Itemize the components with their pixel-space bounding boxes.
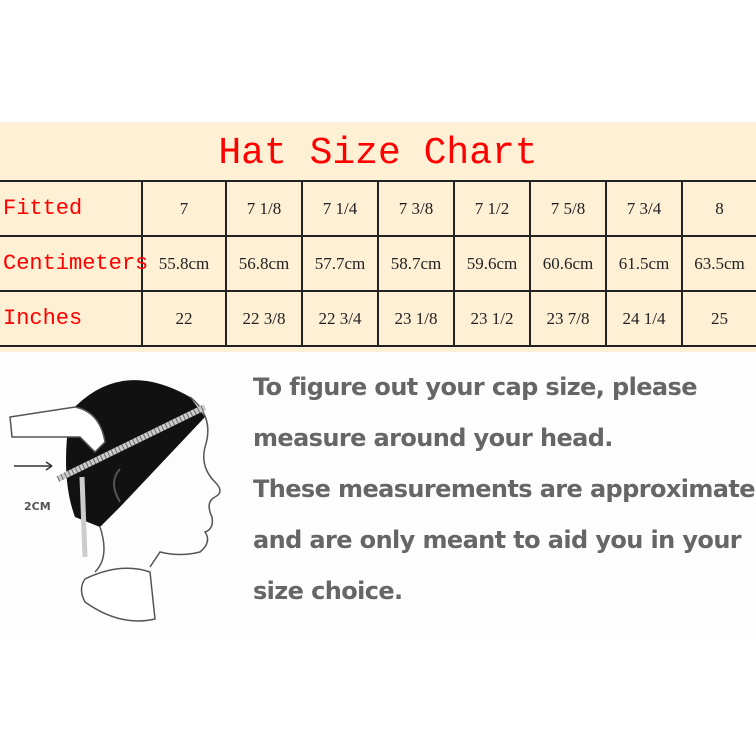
table-cell: 23 1/8: [377, 290, 455, 347]
table-cell: 55.8cm: [141, 235, 227, 292]
table-cell: 7 1/4: [301, 180, 379, 237]
table-row: Fitted 7 7 1/8 7 1/4 7 3/8 7 1/2 7 5/8 7 3/4 8: [0, 180, 756, 237]
table-row: Inches 22 22 3/8 22 3/4 23 1/8 23 1/2 23 7/8 24…: [0, 290, 756, 347]
table-cell: 22 3/8: [225, 290, 303, 347]
table-cell: 7 5/8: [529, 180, 607, 237]
instruction-line: size choice.: [253, 577, 403, 605]
table-cell: 23 1/2: [453, 290, 531, 347]
instruction-line: measure around your head.: [253, 424, 613, 452]
instructions-text: To figure out your cap size, please meas…: [253, 370, 756, 625]
table-cell: 61.5cm: [605, 235, 683, 292]
table-cell: 7 3/8: [377, 180, 455, 237]
size-table: Fitted 7 7 1/8 7 1/4 7 3/8 7 1/2 7 5/8 7 3/4 8 Ce…: [0, 180, 756, 347]
table-cell: 8: [681, 180, 756, 237]
marker-label: 2CM: [24, 500, 51, 513]
table-cell: 7 1/2: [453, 180, 531, 237]
table-cell: 7 1/8: [225, 180, 303, 237]
table-cell: 22 3/4: [301, 290, 379, 347]
row-label: Centimeters: [0, 235, 148, 292]
measuring-guide: 2CM To figure out your cap size, please …: [0, 352, 756, 634]
instruction-line: These measurements are approximate: [253, 475, 756, 503]
table-cell: 58.7cm: [377, 235, 455, 292]
row-label: Fitted: [0, 180, 143, 237]
table-cell: 23 7/8: [529, 290, 607, 347]
row-label: Inches: [0, 290, 143, 347]
table-cell: 57.7cm: [301, 235, 379, 292]
size-chart: Hat Size Chart Fitted 7 7 1/8 7 1/4 7 3/8 7 1…: [0, 122, 756, 352]
table-cell: 22: [141, 290, 227, 347]
table-cell: 24 1/4: [605, 290, 683, 347]
table-cell: 60.6cm: [529, 235, 607, 292]
chart-title: Hat Size Chart: [218, 132, 538, 175]
instruction-line: To figure out your cap size, please: [253, 373, 697, 401]
head-measurement-illustration: 2CM: [9, 380, 221, 622]
instruction-line: and are only meant to aid you in your: [253, 526, 742, 554]
table-cell: 56.8cm: [225, 235, 303, 292]
table-cell: 59.6cm: [453, 235, 531, 292]
table-cell: 25: [681, 290, 756, 347]
table-cell: 7 3/4: [605, 180, 683, 237]
table-cell: 63.5cm: [681, 235, 756, 292]
table-row: Centimeters 55.8cm 56.8cm 57.7cm 58.7cm 59.6c…: [0, 235, 756, 292]
table-cell: 7: [141, 180, 227, 237]
